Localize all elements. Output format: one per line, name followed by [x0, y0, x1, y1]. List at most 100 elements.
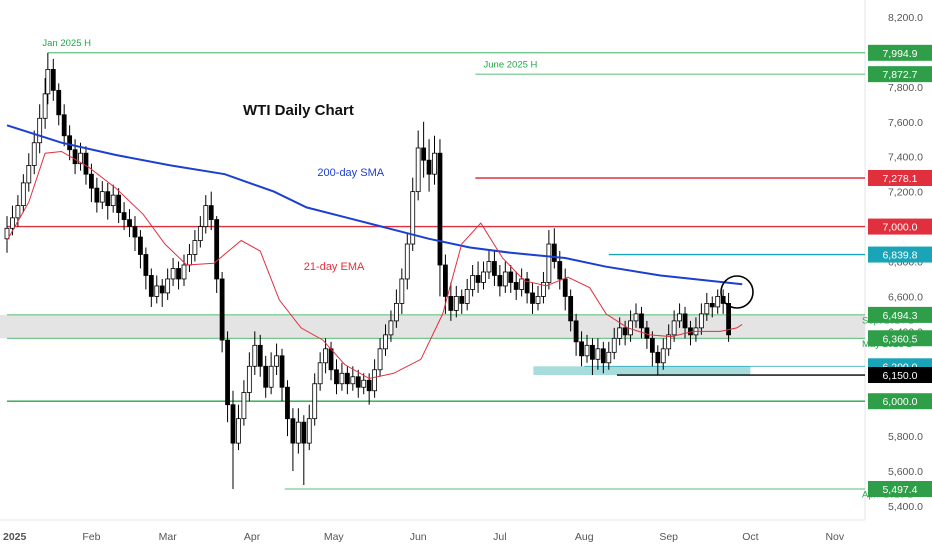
candle-body — [443, 264, 448, 297]
y-tick-label: 7,400.0 — [888, 152, 923, 164]
candle-body — [295, 421, 301, 444]
horizontal-levels-layer — [7, 52, 865, 490]
candle-body — [56, 89, 62, 116]
candle-body — [481, 271, 486, 283]
candle-body — [426, 159, 432, 175]
candle-body — [595, 348, 601, 360]
candle-body — [279, 355, 285, 388]
x-tick-label: Jun — [410, 531, 427, 543]
candle-body — [61, 114, 67, 137]
level-badge — [868, 393, 932, 410]
candle-body — [524, 278, 530, 294]
support-zone — [533, 366, 751, 376]
candle-body — [666, 334, 672, 350]
candle-body — [127, 219, 132, 227]
x-tick-label: Jul — [493, 531, 506, 543]
candle-body — [31, 142, 37, 166]
candle-body — [285, 386, 290, 420]
candle-body — [622, 327, 628, 336]
candle-body — [399, 278, 405, 304]
candle-body — [344, 372, 350, 385]
candle-body — [639, 313, 644, 329]
candle-body — [361, 379, 367, 388]
candle-body — [655, 351, 661, 364]
candle-body — [513, 282, 519, 290]
candle-body — [617, 327, 623, 339]
candle-body — [366, 379, 372, 392]
candle-body — [132, 226, 138, 238]
candle-body — [26, 165, 32, 184]
candle-body — [252, 344, 258, 367]
candle-body — [187, 254, 192, 266]
candle-body — [37, 117, 43, 144]
level-badge — [868, 246, 932, 263]
candle-body — [715, 296, 721, 308]
candle-body — [497, 275, 503, 287]
candle-body — [219, 278, 225, 341]
candle-body — [377, 348, 383, 371]
level-badge-label: 7,994.9 — [882, 48, 917, 60]
highlight-circle — [720, 275, 754, 309]
candle-body — [78, 152, 83, 165]
candle-body — [410, 191, 416, 245]
candle-body — [726, 303, 731, 336]
x-tick-label: Oct — [742, 531, 758, 543]
candle-body — [339, 372, 345, 385]
candle-body — [83, 152, 89, 175]
level-badge-label: 7,278.1 — [882, 173, 917, 185]
level-badge — [868, 330, 932, 347]
candle-body — [15, 205, 21, 219]
moving-averages-layer — [6, 124, 743, 380]
candle-body — [181, 264, 187, 280]
candle-body — [709, 303, 715, 308]
y-tick-label: 5,800.0 — [888, 431, 923, 443]
candle-body — [355, 376, 361, 388]
candle-body — [372, 369, 378, 392]
candle-body — [230, 404, 236, 444]
level-badge — [868, 480, 932, 497]
candle-body — [241, 392, 247, 420]
candle-body — [192, 240, 198, 255]
candle-body — [263, 365, 269, 388]
candle-body — [121, 212, 127, 220]
candle-body — [508, 271, 514, 283]
candle-body — [301, 421, 307, 444]
level-badge — [868, 306, 932, 323]
level-badge-label: 6,494.3 — [882, 310, 917, 322]
candle-body — [154, 285, 160, 297]
candle-body — [464, 289, 470, 304]
candle-body — [421, 147, 427, 161]
time-axis[interactable]: 2025 Feb Mar Apr May Jun Jul Aug Sep Oct Nov — [3, 531, 845, 543]
candle-body — [459, 296, 465, 304]
candle-body — [682, 313, 688, 329]
chart-annotation: 200-day SMA — [317, 167, 384, 179]
candle-body — [649, 337, 655, 353]
candle-body — [562, 278, 568, 297]
candle-body — [323, 348, 328, 364]
candle-body — [105, 191, 111, 207]
candle-body — [448, 296, 454, 311]
candle-body — [328, 348, 334, 371]
candle-body — [492, 261, 497, 276]
y-tick-label: 8,200.0 — [888, 12, 923, 24]
candle-body — [225, 339, 230, 406]
candle-body — [383, 334, 388, 350]
candle-body — [437, 152, 443, 266]
candle-body — [20, 182, 26, 207]
candle-body — [502, 271, 508, 287]
candle-body — [110, 194, 116, 207]
candle-body — [590, 344, 595, 360]
level-badge-label: 7,000.0 — [882, 222, 917, 234]
candle-body — [530, 292, 535, 304]
level-badge-label: 7,872.7 — [882, 69, 917, 81]
x-tick-label: Feb — [82, 531, 100, 543]
candle-body — [208, 205, 214, 220]
candle-body — [541, 282, 546, 297]
level-badge — [868, 44, 932, 61]
candle-body — [475, 275, 481, 283]
candle-body — [306, 418, 312, 444]
candle-body — [415, 147, 421, 193]
candle-body — [519, 278, 525, 290]
